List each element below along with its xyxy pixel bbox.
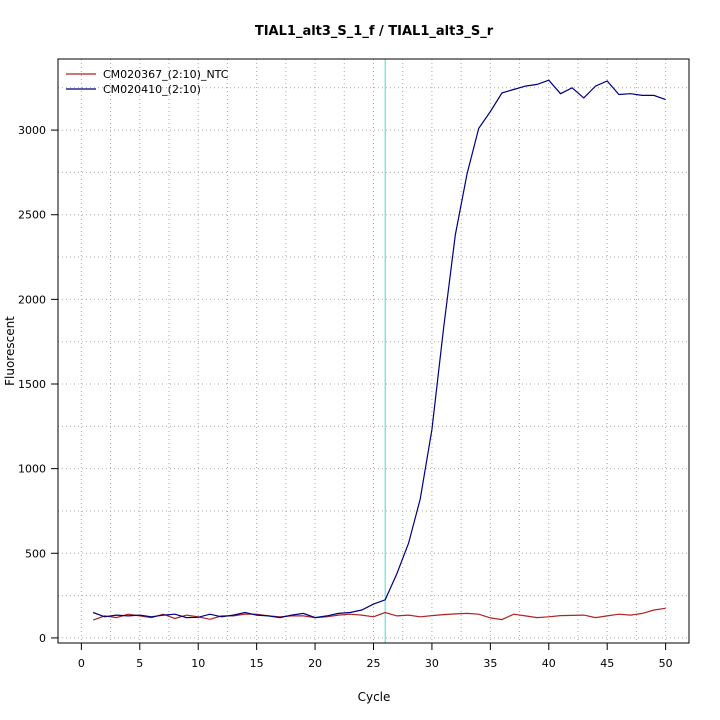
x-tick-label: 50	[659, 657, 673, 670]
y-tick-label: 0	[39, 632, 46, 645]
x-tick-label: 20	[308, 657, 322, 670]
legend-label-1: CM020367_(2:10)_NTC	[103, 68, 229, 81]
legend: CM020367_(2:10)_NTC CM020410_(2:10)	[66, 68, 229, 96]
y-tick-label: 500	[25, 547, 46, 560]
x-tick-label: 15	[250, 657, 264, 670]
x-tick-label: 35	[483, 657, 497, 670]
y-tick-label: 2000	[18, 293, 46, 306]
y-tick-label: 3000	[18, 124, 46, 137]
chart-title: TIAL1_alt3_S_1_f / TIAL1_alt3_S_r	[255, 24, 494, 39]
x-tick-label: 45	[600, 657, 614, 670]
x-tick-label: 40	[542, 657, 556, 670]
y-tick-label: 1500	[18, 378, 46, 391]
grid-layer	[58, 59, 689, 643]
y-tick-label: 2500	[18, 209, 46, 222]
x-tick-label: 0	[78, 657, 85, 670]
x-axis: 0 5 10 15 20 25 30 35 40 45 50	[78, 643, 673, 670]
x-tick-label: 25	[367, 657, 381, 670]
series-layer	[92, 79, 666, 621]
series-line-1	[92, 607, 666, 621]
series-line-2	[92, 79, 666, 619]
x-tick-label: 30	[425, 657, 439, 670]
y-axis-label: Fluorescent	[3, 316, 17, 386]
y-tick-label: 1000	[18, 463, 46, 476]
x-tick-label: 5	[136, 657, 143, 670]
x-tick-label: 10	[191, 657, 205, 670]
legend-label-2: CM020410_(2:10)	[103, 83, 201, 96]
y-axis: 0 500 1000 1500 2000 2500 3000	[18, 124, 58, 645]
x-axis-label: Cycle	[358, 690, 391, 704]
